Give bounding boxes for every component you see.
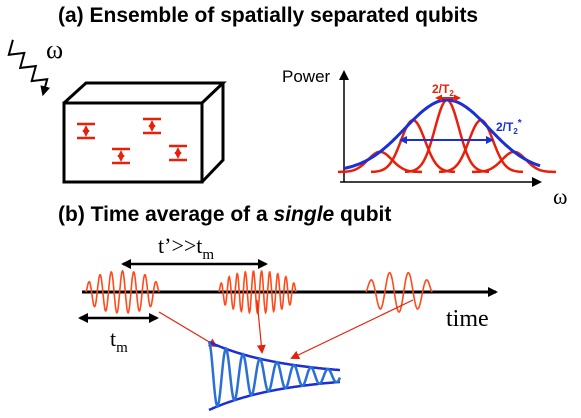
qubit-icon	[143, 117, 161, 135]
narrow-line	[370, 118, 456, 174]
broad-width-label: 2/T2*	[496, 118, 522, 136]
measurement-time-label: tm	[110, 326, 128, 356]
qubit-icon	[77, 122, 95, 140]
qubit-oscillation-bursts	[85, 269, 433, 315]
oscillation-burst	[218, 270, 297, 315]
narrow-line	[337, 150, 423, 174]
oscillation-burst	[85, 269, 160, 314]
qubit-icon	[169, 144, 187, 162]
omega-axis-label: ω	[553, 184, 567, 209]
narrow-lines	[337, 98, 557, 174]
narrow-line	[405, 98, 489, 174]
incoming-radiation-icon	[7, 39, 51, 97]
narrow-line	[471, 150, 557, 174]
power-axis-label: Power	[282, 67, 331, 86]
qubit-ensemble	[77, 117, 187, 165]
sample-box	[62, 81, 227, 184]
omega-label: ω	[46, 35, 63, 64]
oscillation-burst	[365, 271, 433, 313]
time-axis-label: time	[446, 306, 489, 332]
decaying-average-signal	[207, 340, 342, 412]
average-connectors	[158, 299, 414, 360]
power-spectrum-plot: Power ω 2/T2 2/T2*	[282, 67, 567, 209]
panel-a-title: (a) Ensemble of spatially separated qubi…	[58, 4, 478, 27]
qubit-icon	[112, 147, 130, 165]
interval-label: t’>>tm	[158, 233, 214, 263]
narrow-width-label: 2/T2	[432, 82, 454, 98]
inhomogeneous-envelope	[343, 98, 541, 170]
panel-b-title: (b) Time average of a single qubit	[58, 203, 391, 226]
